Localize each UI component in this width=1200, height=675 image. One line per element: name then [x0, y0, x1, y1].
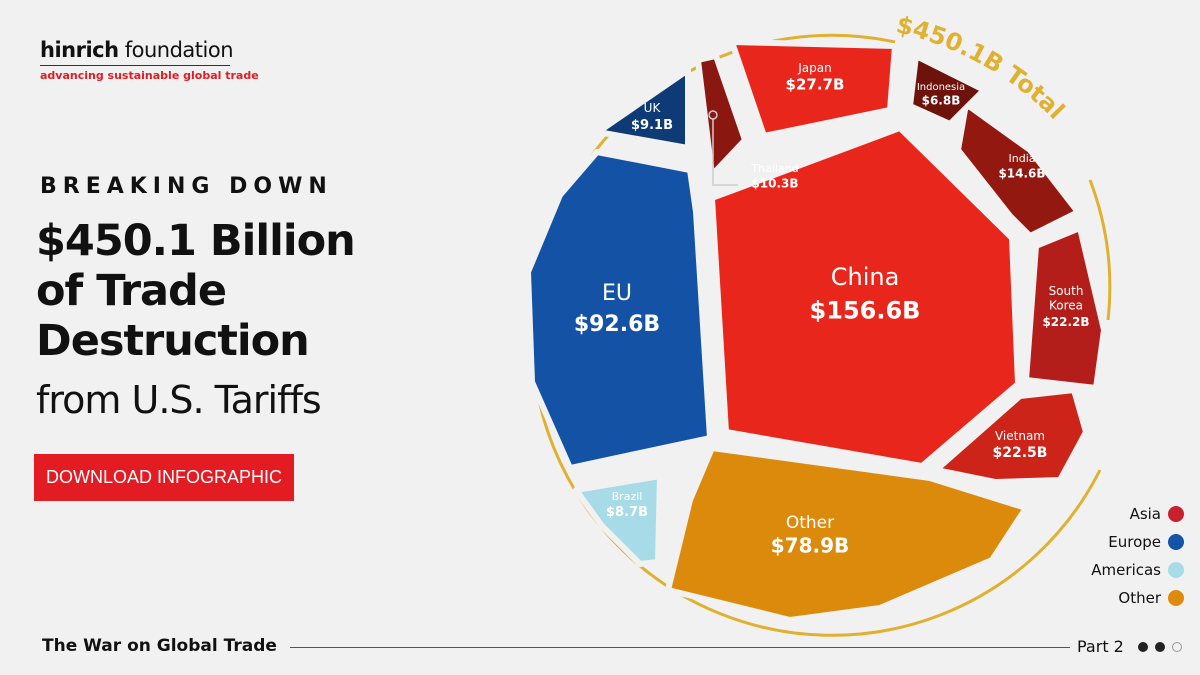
download-infographic-button[interactable]: DOWNLOAD INFOGRAPHIC: [34, 454, 294, 501]
headline-line: of Trade: [36, 266, 227, 316]
page-dot[interactable]: [1138, 642, 1148, 652]
cell-name-label: EU: [602, 281, 632, 306]
headline-line: $450.1 Billion: [36, 216, 356, 266]
headline-line: Destruction: [36, 316, 310, 366]
cell-indonesia: [907, 53, 987, 127]
cell-name-label: Korea: [1049, 298, 1083, 312]
cell-name-label: Other: [786, 513, 834, 533]
cell-value-label: $14.6B: [998, 167, 1045, 181]
legend-item-asia: Asia: [1091, 500, 1184, 528]
cell-uk: [595, 67, 691, 151]
legend: Asia Europe Americas Other: [1091, 500, 1184, 612]
series-title: The War on Global Trade: [42, 636, 277, 656]
footer-divider: [290, 647, 1070, 648]
cell-value-label: $27.7B: [786, 75, 845, 93]
legend-swatch: [1168, 534, 1184, 550]
headline: $450.1 Billion of Trade Destruction: [36, 216, 356, 366]
cell-name-label: Brazil: [612, 490, 643, 503]
cell-south-korea: [1023, 225, 1107, 391]
cell-value-label: $6.8B: [922, 93, 961, 107]
cell-india: [955, 101, 1081, 239]
cell-china: [709, 125, 1021, 469]
legend-item-europe: Europe: [1091, 528, 1184, 556]
legend-label: Europe: [1108, 533, 1161, 551]
legend-item-other: Other: [1091, 584, 1184, 612]
cell-value-label: $92.6B: [574, 312, 660, 337]
cell-thailand: [695, 53, 748, 178]
cell-value-label: $9.1B: [631, 118, 673, 133]
legend-label: Asia: [1129, 505, 1161, 523]
cell-name-label: South: [1049, 284, 1084, 298]
cell-value-label: $8.7B: [606, 505, 648, 520]
cell-japan: [729, 39, 898, 139]
cell-value-label: $22.5B: [993, 445, 1048, 461]
page-dot[interactable]: [1172, 642, 1182, 652]
cell-value-label: $10.3B: [751, 177, 798, 191]
cell-name-label: China: [831, 263, 900, 291]
cells: [525, 39, 1107, 623]
cell-vietnam: [933, 387, 1089, 485]
kicker: BREAKING DOWN: [40, 174, 333, 199]
legend-swatch: [1168, 590, 1184, 606]
part-label: Part 2: [1077, 637, 1124, 656]
leader-line: [712, 119, 738, 186]
cell-name-label: India: [1009, 152, 1036, 165]
cell-name-label: Indonesia: [917, 82, 965, 93]
subheadline: from U.S. Tariffs: [36, 378, 322, 422]
cell-name-label: Vietnam: [995, 429, 1045, 443]
legend-swatch: [1168, 506, 1184, 522]
cell-value-label: $22.2B: [1042, 315, 1089, 329]
cell-other: [665, 445, 1029, 623]
cell-brazil: [573, 473, 663, 567]
logo-tagline: advancing sustainable global trade: [40, 69, 259, 82]
logo-name: hinrich foundation: [40, 38, 234, 62]
legend-swatch: [1168, 562, 1184, 578]
legend-item-americas: Americas: [1091, 556, 1184, 584]
cell-name-label: Japan: [797, 61, 831, 75]
legend-label: Other: [1118, 589, 1161, 607]
cell-name-label: UK: [644, 101, 662, 115]
cell-value-label: $78.9B: [771, 533, 850, 557]
cell-eu: [525, 149, 713, 471]
page-dot[interactable]: [1155, 642, 1165, 652]
cell-value-label: $156.6B: [810, 297, 921, 325]
legend-label: Americas: [1091, 561, 1161, 579]
logo-divider: [40, 65, 230, 66]
logo: hinrich foundation advancing sustainable…: [40, 38, 259, 82]
cell-name-label: Thailand: [750, 162, 798, 175]
